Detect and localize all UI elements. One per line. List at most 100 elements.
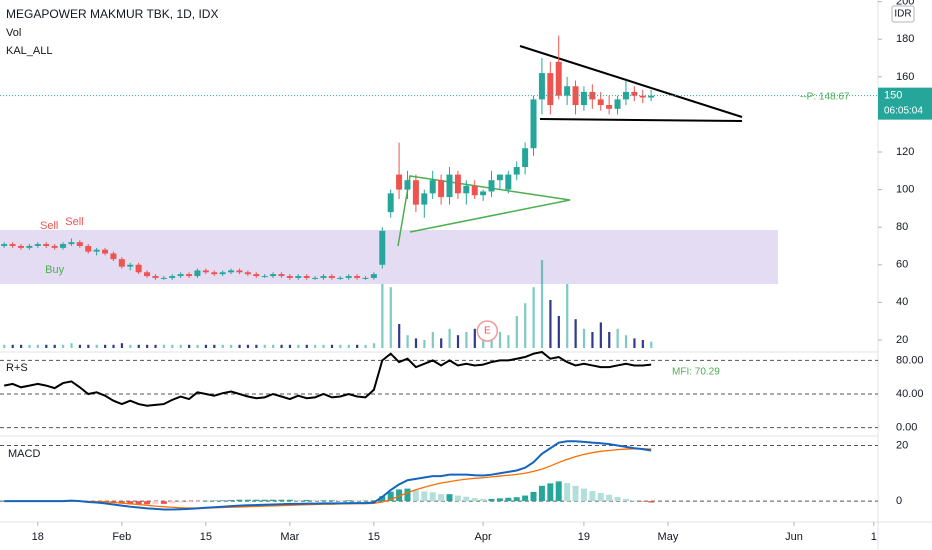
candle-body <box>18 245 25 248</box>
candle-body <box>379 230 386 265</box>
x-tick-label: Apr <box>475 531 492 543</box>
macd-histogram-bar <box>522 495 529 502</box>
candle-body <box>438 180 445 198</box>
y-tick-label: 200 <box>896 0 914 8</box>
volume-bar <box>45 344 48 348</box>
macd-histogram-bar <box>538 485 545 502</box>
candle-body <box>572 86 579 106</box>
macd-histogram-bar <box>614 496 621 502</box>
candle-body <box>396 174 403 190</box>
macd-histogram-bar <box>387 491 394 502</box>
macd-histogram-bar <box>186 501 193 502</box>
candle-body <box>580 91 587 106</box>
macd-histogram-bar <box>202 500 209 502</box>
volume-bar <box>246 344 250 348</box>
macd-histogram-bar <box>278 499 285 502</box>
chart-title: MEGAPOWER MAKMUR TBK, 1D, IDX <box>6 7 218 21</box>
macd-histogram-bar <box>429 492 436 502</box>
candle-body <box>34 244 41 246</box>
candle-body <box>85 245 92 252</box>
volume-bar <box>238 344 241 348</box>
x-tick-label: 19 <box>578 531 590 543</box>
volume-bar <box>440 338 443 348</box>
volume-bar <box>465 332 468 348</box>
macd-histogram-bar <box>530 491 537 502</box>
candle-body <box>589 91 596 100</box>
macd-histogram-bar <box>194 501 201 502</box>
candle-body <box>295 276 302 278</box>
volume-bar <box>112 344 115 348</box>
candle-body <box>421 193 428 205</box>
candle-body <box>236 270 243 273</box>
volume-bar <box>78 344 82 348</box>
macd-histogram-bar <box>253 499 260 502</box>
macd-histogram-bar <box>295 500 302 502</box>
volume-bar <box>330 344 334 348</box>
volume-bar <box>557 316 560 348</box>
macd-histogram-bar <box>160 501 167 504</box>
candle-body <box>463 185 470 194</box>
macd-histogram-bar <box>286 499 293 502</box>
macd-histogram-bar <box>513 497 520 502</box>
volume-bar <box>566 284 569 348</box>
y-tick-label: 180 <box>896 33 914 45</box>
volume-bar <box>549 300 552 348</box>
volume-bar <box>616 328 619 348</box>
candle-body <box>614 99 621 109</box>
macd-histogram-bar <box>370 500 377 502</box>
macd-histogram-bar <box>144 501 151 505</box>
candle-body <box>1 244 8 246</box>
volume-bar <box>482 335 485 348</box>
volume-bar <box>322 344 325 348</box>
mfi-label: MFI: 70.29 <box>672 367 720 378</box>
volume-bar <box>53 344 56 348</box>
macd-histogram-bar <box>631 500 638 502</box>
candle-body <box>522 148 529 168</box>
macd-histogram-bar <box>328 500 335 502</box>
candle-body <box>412 180 419 205</box>
volume-bar <box>641 340 644 348</box>
x-tick-label: 1 <box>871 531 877 543</box>
volume-bar <box>498 332 502 348</box>
macd-histogram-bar <box>127 501 134 504</box>
volume-bar <box>87 344 90 348</box>
volume-bar <box>524 303 527 348</box>
candle-body <box>648 95 655 98</box>
candle-body <box>219 272 226 275</box>
candle-body <box>345 276 352 278</box>
volume-bar <box>171 344 174 348</box>
earnings-label: E <box>484 326 491 337</box>
volume-bar <box>398 324 401 348</box>
candle-body <box>76 242 83 246</box>
volume-bar <box>179 344 182 348</box>
volume-bar <box>188 344 191 348</box>
volume-bar <box>507 335 510 348</box>
x-tick-label: Jun <box>785 531 803 543</box>
candle-body <box>43 244 50 246</box>
candle-body <box>606 105 613 109</box>
volume-bar <box>515 316 518 348</box>
last-price-box <box>878 87 932 120</box>
candle-body <box>110 253 117 260</box>
candle-body <box>312 277 319 279</box>
indicator-label: KAL_ALL <box>6 45 52 57</box>
volume-bar <box>406 335 409 348</box>
macd-histogram-bar <box>446 494 453 502</box>
candle-body <box>261 276 268 278</box>
candle-body <box>68 242 75 245</box>
macd-histogram-bar <box>597 493 604 502</box>
signal-label: Sell <box>40 220 58 232</box>
volume-bar <box>104 344 107 348</box>
candle-body <box>639 95 646 98</box>
pane-title: MACD <box>8 448 40 460</box>
macd-histogram-bar <box>496 498 503 502</box>
macd-histogram-bar <box>396 489 403 502</box>
macd-histogram-bar <box>228 500 235 502</box>
candle-body <box>370 274 377 278</box>
currency-box <box>891 5 915 23</box>
candle-body <box>387 193 394 213</box>
macd-tick-label: 20 <box>896 439 908 451</box>
candle-body <box>186 274 193 277</box>
volume-bar <box>146 344 149 348</box>
